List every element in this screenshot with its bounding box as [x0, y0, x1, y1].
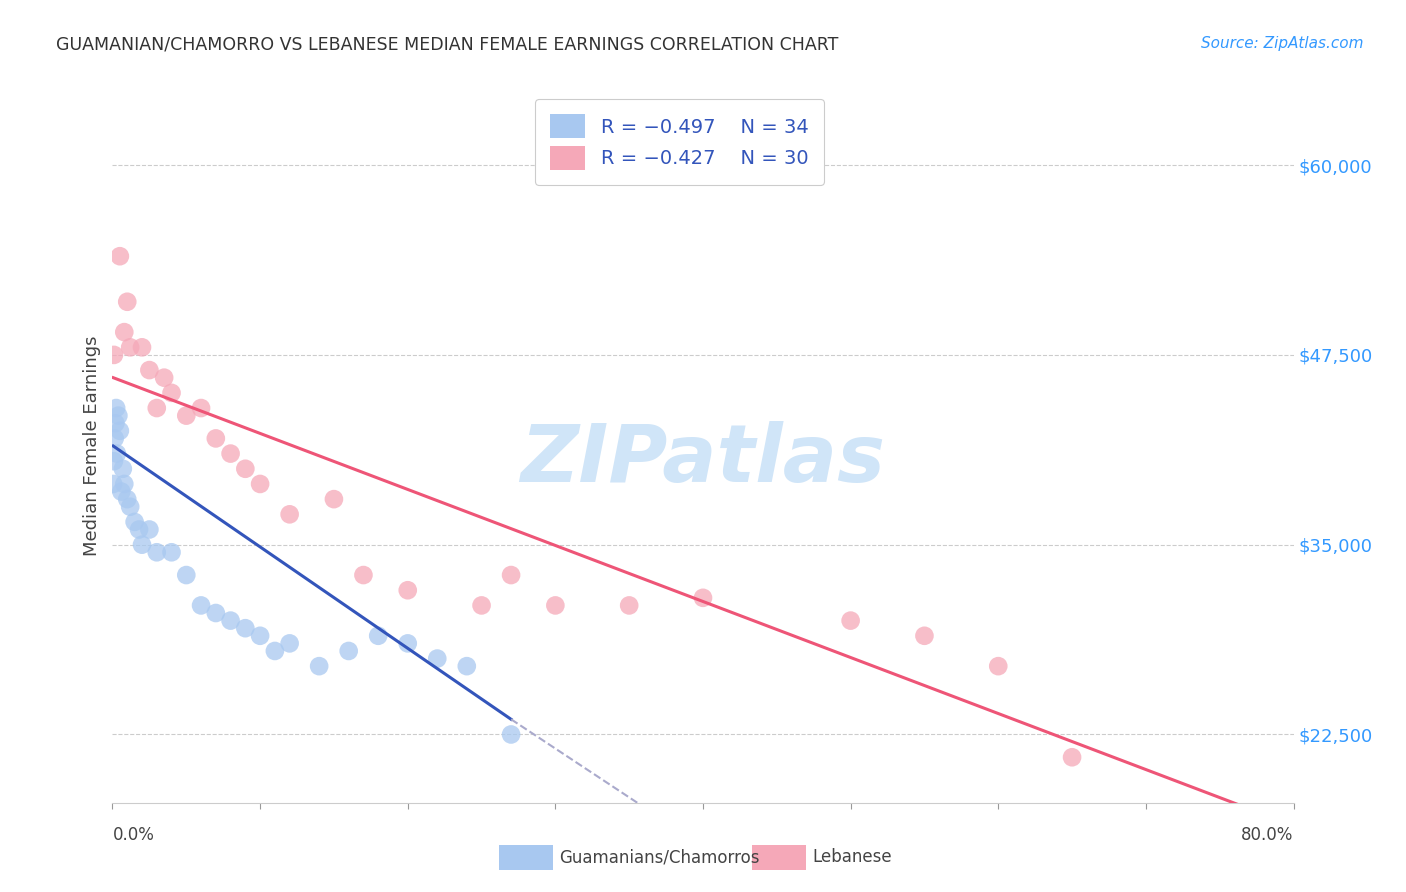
Point — [110, 484, 132, 499]
Point — [233, 621, 256, 635]
Point — [205, 431, 228, 445]
Point — [146, 545, 169, 559]
Point — [146, 401, 169, 415]
Point — [105, 401, 128, 415]
Point — [190, 401, 212, 415]
Point — [219, 614, 242, 628]
Point — [1062, 750, 1084, 764]
Text: 0.0%: 0.0% — [112, 826, 155, 844]
Point — [111, 462, 134, 476]
Point — [839, 614, 862, 628]
Point — [501, 727, 523, 741]
Point — [131, 538, 153, 552]
Point — [914, 629, 936, 643]
Point — [120, 340, 142, 354]
Point — [112, 477, 135, 491]
Point — [138, 363, 160, 377]
Point — [104, 431, 127, 445]
Legend: R = −0.497    N = 34, R = −0.427    N = 30: R = −0.497 N = 34, R = −0.427 N = 30 — [534, 99, 824, 186]
Point — [174, 568, 197, 582]
Point — [619, 599, 641, 613]
Point — [128, 523, 150, 537]
Point — [264, 644, 287, 658]
Point — [138, 523, 160, 537]
Text: Guamanians/Chamorros: Guamanians/Chamorros — [560, 848, 761, 866]
Point — [160, 385, 183, 400]
Point — [426, 651, 449, 665]
Point — [352, 568, 374, 582]
Point — [249, 629, 271, 643]
Point — [470, 599, 494, 613]
Text: ZIPatlas: ZIPatlas — [520, 421, 886, 500]
Point — [103, 477, 125, 491]
Text: GUAMANIAN/CHAMORRO VS LEBANESE MEDIAN FEMALE EARNINGS CORRELATION CHART: GUAMANIAN/CHAMORRO VS LEBANESE MEDIAN FE… — [56, 36, 838, 54]
Point — [456, 659, 478, 673]
Point — [153, 370, 176, 384]
Point — [396, 636, 419, 650]
Point — [105, 447, 128, 461]
Point — [1135, 826, 1157, 840]
Point — [219, 447, 242, 461]
Point — [124, 515, 146, 529]
Point — [205, 606, 228, 620]
Point — [692, 591, 714, 605]
Point — [117, 294, 138, 309]
Text: Lebanese: Lebanese — [813, 848, 893, 866]
Point — [987, 659, 1010, 673]
Point — [278, 636, 301, 650]
Point — [131, 340, 153, 354]
Y-axis label: Median Female Earnings: Median Female Earnings — [83, 335, 101, 557]
Point — [108, 249, 131, 263]
Point — [103, 454, 125, 468]
Point — [160, 545, 183, 559]
Point — [112, 325, 135, 339]
Point — [396, 583, 419, 598]
Point — [120, 500, 142, 514]
Text: 80.0%: 80.0% — [1241, 826, 1294, 844]
Point — [190, 599, 212, 613]
Point — [323, 492, 346, 507]
Point — [117, 492, 138, 507]
Point — [104, 416, 127, 430]
Point — [278, 508, 301, 522]
Point — [544, 599, 567, 613]
Point — [308, 659, 330, 673]
Point — [107, 409, 129, 423]
Point — [174, 409, 197, 423]
Text: Source: ZipAtlas.com: Source: ZipAtlas.com — [1201, 36, 1364, 51]
Point — [249, 477, 271, 491]
Point — [337, 644, 360, 658]
Point — [501, 568, 523, 582]
Point — [108, 424, 131, 438]
Point — [103, 348, 125, 362]
Point — [367, 629, 389, 643]
Point — [233, 462, 256, 476]
